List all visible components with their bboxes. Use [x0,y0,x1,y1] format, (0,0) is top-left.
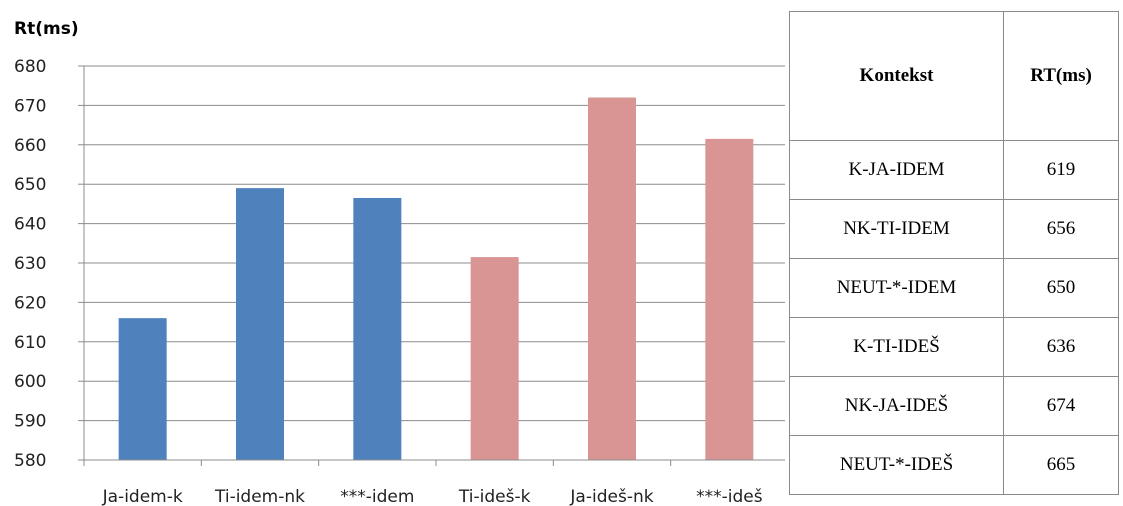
table-row: NK-JA-IDEŠ 674 [789,376,1119,436]
x-tick-label: Ti-idem-nk [214,487,305,506]
bar [705,138,754,460]
rt-table: Kontekst RT(ms) K-JA-IDEM 619 NK-TI-IDEM… [789,11,1119,495]
y-axis-label: Rt(ms) [14,19,79,39]
x-tick-labels: Ja-idem-k Ti-idem-nk ***-idem Ti-ideš-k Ja-i… [102,487,763,506]
cell-kontekst: NEUT-*-IDEM [789,258,1004,318]
x-tick-label: Ti-ideš-k [458,487,531,506]
table-row: NEUT-*-IDEŠ 665 [789,435,1119,495]
cell-rt: 636 [1003,317,1119,377]
cell-rt: 674 [1003,376,1119,436]
cell-kontekst: K-JA-IDEM [789,140,1004,200]
cell-rt: 619 [1003,140,1119,200]
cell-rt: 656 [1003,199,1119,259]
x-tick-label: Ja-ideš-nk [569,487,653,506]
cell-kontekst: NK-JA-IDEŠ [789,376,1004,436]
cell-rt: 650 [1003,258,1119,318]
bar [588,97,636,461]
table-row: NK-TI-IDEM 656 [789,199,1119,259]
x-tick-label: Ja-idem-k [102,487,183,506]
bar-chart: Rt(ms) 580 590 600 610 620 630 640 650 660 670 680… [14,19,785,506]
cell-rt: 665 [1003,435,1119,495]
gridlines [84,65,785,422]
y-tick-label: 650 [14,175,46,195]
bar [353,197,402,461]
y-tick-label: 600 [14,372,46,392]
y-tick-label: 680 [14,57,46,77]
table-row: K-JA-IDEM 619 [789,140,1119,200]
axes [83,66,785,466]
y-tick-label: 640 [14,215,46,235]
y-tick-label: 670 [14,96,46,116]
bar [118,318,167,460]
table-row: NEUT-*-IDEM 650 [789,258,1119,318]
y-tick-label: 610 [14,333,46,353]
table-header-row: Kontekst RT(ms) [789,11,1119,141]
cell-kontekst: NK-TI-IDEM [789,199,1004,259]
header-rt: RT(ms) [1003,11,1119,141]
x-tick-label: ***-ideš [696,487,763,506]
bar [470,257,519,460]
cell-kontekst: NEUT-*-IDEŠ [789,435,1004,495]
y-tick-label: 580 [14,451,46,471]
y-tick-label: 620 [14,293,46,313]
y-tick-label: 660 [14,136,46,156]
y-tick-label: 590 [14,412,46,432]
cell-kontekst: K-TI-IDEŠ [789,317,1004,377]
y-tick-label: 630 [14,254,46,274]
bar [236,188,284,460]
x-tick-label: ***-idem [340,487,414,506]
y-tick-labels: 580 590 600 610 620 630 640 650 660 670 680 [14,57,84,471]
header-kontekst: Kontekst [789,11,1004,141]
table-row: K-TI-IDEŠ 636 [789,317,1119,377]
bars [118,97,754,461]
